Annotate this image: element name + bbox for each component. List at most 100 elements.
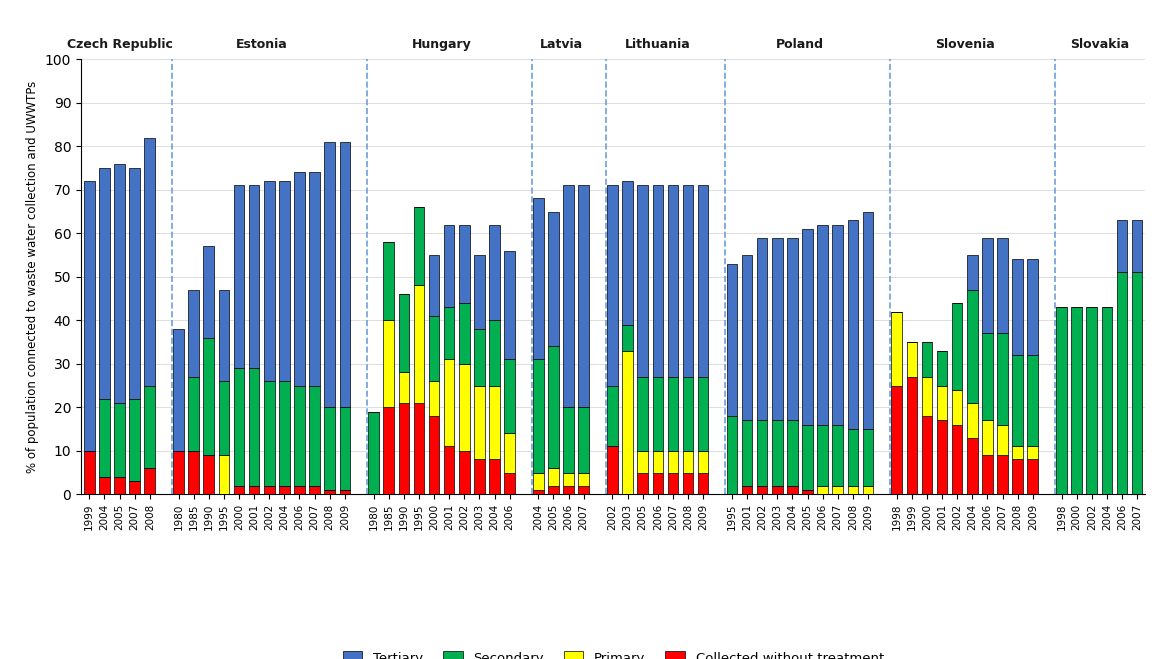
Bar: [548, 347, 559, 468]
Bar: [548, 486, 559, 494]
Bar: [817, 486, 828, 494]
Bar: [339, 142, 351, 407]
Bar: [802, 424, 813, 490]
Bar: [489, 386, 500, 459]
Bar: [279, 381, 289, 486]
Bar: [967, 403, 978, 438]
Bar: [622, 351, 633, 494]
Bar: [219, 290, 229, 381]
Bar: [489, 459, 500, 494]
Bar: [204, 337, 214, 455]
Bar: [174, 329, 184, 451]
Bar: [444, 446, 455, 494]
Bar: [1012, 459, 1023, 494]
Bar: [429, 381, 440, 416]
Bar: [100, 399, 110, 477]
Bar: [309, 386, 319, 486]
Bar: [548, 468, 559, 486]
Bar: [832, 225, 843, 424]
Bar: [145, 138, 155, 386]
Bar: [84, 181, 95, 451]
Bar: [563, 407, 574, 473]
Bar: [1027, 355, 1038, 446]
Bar: [339, 407, 351, 490]
Bar: [533, 198, 544, 359]
Bar: [249, 486, 259, 494]
Bar: [578, 486, 589, 494]
Bar: [1132, 220, 1142, 272]
Bar: [848, 486, 858, 494]
Bar: [1027, 459, 1038, 494]
Bar: [130, 399, 140, 481]
Bar: [607, 185, 618, 386]
Bar: [683, 473, 693, 494]
Bar: [772, 420, 782, 486]
Bar: [653, 185, 663, 377]
Bar: [264, 181, 274, 381]
Bar: [1027, 260, 1038, 355]
Bar: [1101, 307, 1112, 494]
Bar: [787, 238, 797, 420]
Bar: [997, 333, 1008, 424]
Bar: [504, 250, 515, 359]
Bar: [100, 168, 110, 399]
Bar: [145, 468, 155, 494]
Bar: [653, 377, 663, 451]
Bar: [727, 416, 737, 494]
Bar: [607, 386, 618, 446]
Bar: [563, 486, 574, 494]
Bar: [668, 451, 678, 473]
Bar: [279, 486, 289, 494]
Bar: [234, 486, 244, 494]
Bar: [817, 225, 828, 424]
Bar: [563, 185, 574, 407]
Bar: [279, 181, 289, 381]
Bar: [234, 368, 244, 486]
Bar: [504, 434, 515, 473]
Bar: [398, 403, 410, 494]
Bar: [727, 264, 737, 416]
Bar: [533, 359, 544, 473]
Text: Hungary: Hungary: [412, 38, 471, 51]
Bar: [429, 255, 440, 316]
Bar: [817, 424, 828, 486]
Text: Czech Republic: Czech Republic: [67, 38, 172, 51]
Bar: [578, 407, 589, 473]
Bar: [1086, 307, 1097, 494]
Bar: [324, 490, 336, 494]
Bar: [429, 416, 440, 494]
Bar: [383, 407, 395, 494]
Bar: [249, 368, 259, 486]
Bar: [698, 473, 708, 494]
Bar: [383, 242, 395, 320]
Bar: [638, 451, 648, 473]
Bar: [683, 185, 693, 377]
Bar: [474, 255, 485, 329]
Bar: [772, 486, 782, 494]
Bar: [578, 185, 589, 407]
Bar: [832, 486, 843, 494]
Bar: [264, 486, 274, 494]
Bar: [922, 377, 933, 416]
Bar: [130, 481, 140, 494]
Bar: [967, 438, 978, 494]
Bar: [683, 451, 693, 473]
Bar: [922, 342, 933, 377]
Bar: [189, 290, 199, 377]
Bar: [444, 307, 455, 359]
Bar: [234, 185, 244, 368]
Bar: [757, 486, 767, 494]
Bar: [698, 451, 708, 473]
Bar: [937, 386, 948, 420]
Bar: [459, 303, 470, 364]
Bar: [668, 377, 678, 451]
Bar: [474, 459, 485, 494]
Bar: [982, 420, 993, 455]
Bar: [115, 403, 125, 477]
Bar: [653, 451, 663, 473]
Bar: [548, 212, 559, 347]
Bar: [204, 246, 214, 337]
Bar: [294, 486, 304, 494]
Bar: [638, 473, 648, 494]
Bar: [772, 238, 782, 420]
